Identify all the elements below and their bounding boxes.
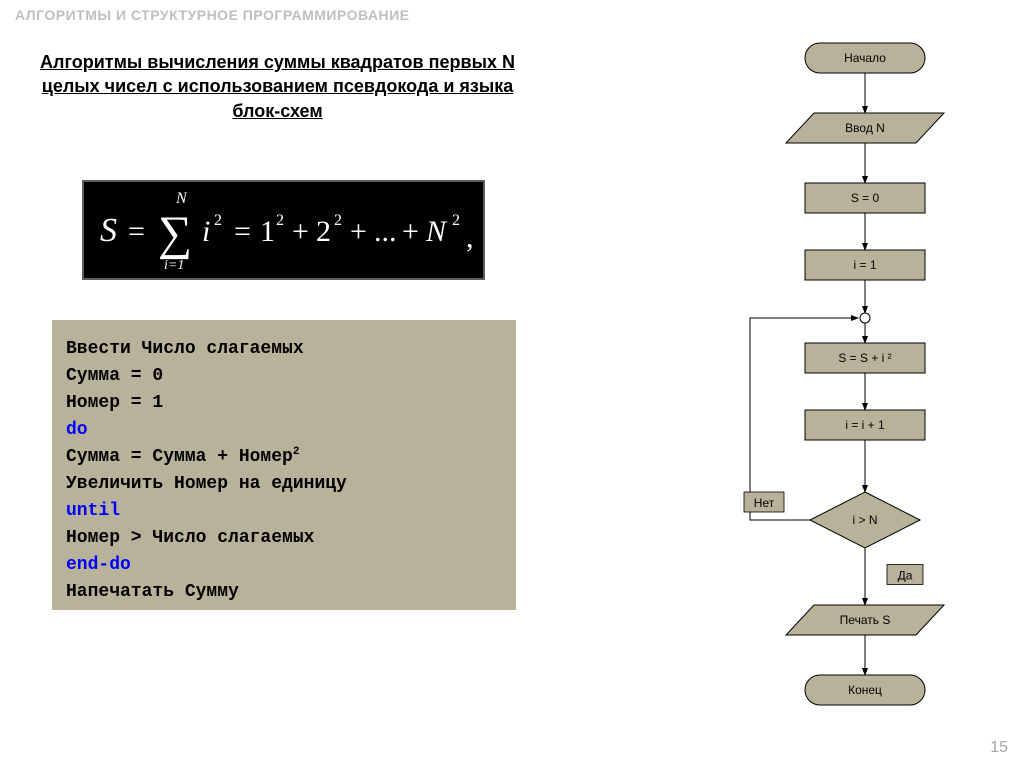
pseudocode-line: Сумма = Сумма + Номер2 <box>66 444 502 471</box>
svg-text:2: 2 <box>334 212 342 229</box>
svg-text:+: + <box>402 215 419 248</box>
svg-text:2: 2 <box>214 212 222 229</box>
svg-text:Конец: Конец <box>848 683 882 697</box>
formula-block: S = N ∑ i=1 i 2 = 1 2 + 2 2 + ... + N 2 … <box>82 180 485 280</box>
pseudocode-line: end-do <box>66 552 502 579</box>
header-text: АЛГОРИТМЫ И СТРУКТУРНОЕ ПРОГРАММИРОВАНИЕ <box>15 7 410 23</box>
svg-text:i: i <box>202 215 210 248</box>
pseudocode-block: Ввести Число слагаемыхСумма = 0Номер = 1… <box>52 320 516 610</box>
pseudocode-line: do <box>66 417 502 444</box>
svg-text:i=1: i=1 <box>164 258 184 273</box>
svg-text:S = 0: S = 0 <box>851 191 880 205</box>
svg-text:S = S + i ²: S = S + i ² <box>838 351 891 365</box>
svg-text:Да: Да <box>898 569 913 583</box>
svg-text:,: , <box>466 221 474 254</box>
svg-text:2: 2 <box>316 215 331 248</box>
svg-text:+: + <box>350 215 367 248</box>
flowchart-svg: Да Нет Начало Ввод N S = 0 i = 1 S = S + i ² i … <box>720 40 1005 740</box>
svg-text:Нет: Нет <box>754 496 775 510</box>
svg-text:Начало: Начало <box>844 51 886 65</box>
pseudocode-line: Сумма = 0 <box>66 363 502 390</box>
flowchart: Да Нет Начало Ввод N S = 0 i = 1 S = S + i ² i … <box>720 40 1005 740</box>
svg-text:2: 2 <box>452 212 460 229</box>
svg-text:=: = <box>128 215 145 248</box>
svg-text:i = i + 1: i = i + 1 <box>845 418 885 432</box>
pseudocode-line: Номер = 1 <box>66 390 502 417</box>
svg-text:i = 1: i = 1 <box>853 258 876 272</box>
svg-text:S: S <box>100 212 117 249</box>
svg-text:N: N <box>425 215 448 248</box>
pseudocode-line: Увеличить Номер на единицу <box>66 471 502 498</box>
pseudocode-line: Ввести Число слагаемых <box>66 336 502 363</box>
svg-text:2: 2 <box>276 212 284 229</box>
page-title: Алгоритмы вычисления суммы квадратов пер… <box>40 50 515 123</box>
formula-svg: S = N ∑ i=1 i 2 = 1 2 + 2 2 + ... + N 2 … <box>86 185 481 275</box>
svg-text:1: 1 <box>260 215 275 248</box>
svg-text:...: ... <box>374 215 397 248</box>
pseudocode-line: Напечатать Сумму <box>66 579 502 606</box>
page-number: 15 <box>990 739 1008 757</box>
svg-text:Печать S: Печать S <box>840 613 891 627</box>
svg-text:i > N: i > N <box>852 513 877 527</box>
pseudocode-line: until <box>66 498 502 525</box>
svg-text:=: = <box>234 215 251 248</box>
svg-text:N: N <box>175 190 188 207</box>
svg-text:∑: ∑ <box>158 207 192 260</box>
pseudocode-line: Номер > Число слагаемых <box>66 525 502 552</box>
svg-text:Ввод N: Ввод N <box>845 121 885 135</box>
svg-text:+: + <box>292 215 309 248</box>
